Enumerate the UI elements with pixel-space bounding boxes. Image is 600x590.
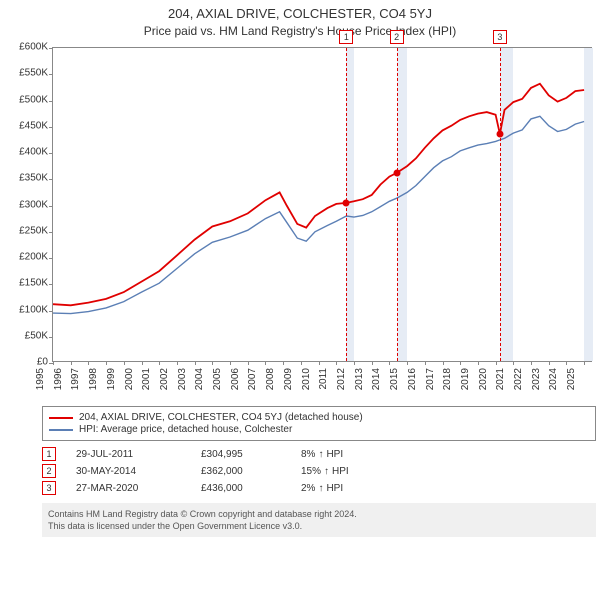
event-price: £436,000: [201, 483, 281, 494]
event-pct: 2%↑HPI: [301, 483, 343, 494]
attribution-line: This data is licensed under the Open Gov…: [48, 520, 590, 532]
chart-area: £0 £50K £100K £150K £200K £250K £300K £350K £400…: [0, 42, 600, 402]
y-axis-label: £0: [0, 357, 48, 368]
legend-swatch: [49, 417, 73, 419]
y-axis-label: £250K: [0, 225, 48, 236]
y-axis-label: £600K: [0, 42, 48, 53]
events-table: 1 29-JUL-2011 £304,995 8%↑HPI 2 30-MAY-2014 £3…: [42, 447, 596, 495]
chart-title: 204, AXIAL DRIVE, COLCHESTER, CO4 5YJ: [0, 6, 600, 21]
y-axis-label: £350K: [0, 173, 48, 184]
arrow-up-icon: ↑: [318, 483, 323, 494]
event-dot: [393, 169, 400, 176]
event-row-badge: 3: [42, 481, 56, 495]
event-price: £304,995: [201, 449, 281, 460]
y-axis-label: £200K: [0, 252, 48, 263]
event-pct: 15%↑HPI: [301, 466, 349, 477]
event-dot: [496, 131, 503, 138]
event-date: 27-MAR-2020: [76, 483, 181, 494]
chart-subtitle: Price paid vs. HM Land Registry's House …: [0, 24, 600, 38]
y-axis-label: £100K: [0, 304, 48, 315]
legend-swatch: [49, 429, 73, 431]
event-vline: [500, 48, 501, 361]
event-price: £362,000: [201, 466, 281, 477]
y-axis-label: £400K: [0, 147, 48, 158]
legend-label: 204, AXIAL DRIVE, COLCHESTER, CO4 5YJ (d…: [79, 412, 363, 423]
event-row-badge: 1: [42, 447, 56, 461]
event-pct: 8%↑HPI: [301, 449, 343, 460]
event-date: 29-JUL-2011: [76, 449, 181, 460]
legend-row: HPI: Average price, detached house, Colc…: [49, 424, 589, 435]
title-area: 204, AXIAL DRIVE, COLCHESTER, CO4 5YJ Pr…: [0, 0, 600, 42]
x-axis-label: 2025: [566, 368, 600, 390]
event-badge: 2: [390, 30, 404, 44]
y-axis-label: £450K: [0, 120, 48, 131]
series-hpi: [53, 116, 584, 313]
y-axis-label: £50K: [0, 330, 48, 341]
legend-row: 204, AXIAL DRIVE, COLCHESTER, CO4 5YJ (d…: [49, 412, 589, 423]
series-price_paid: [53, 84, 584, 306]
y-axis-label: £550K: [0, 68, 48, 79]
legend-label: HPI: Average price, detached house, Colc…: [79, 424, 292, 435]
event-row: 2 30-MAY-2014 £362,000 15%↑HPI: [42, 464, 596, 478]
y-axis-label: £150K: [0, 278, 48, 289]
attribution-line: Contains HM Land Registry data © Crown c…: [48, 508, 590, 520]
y-axis-label: £500K: [0, 94, 48, 105]
arrow-up-icon: ↑: [318, 449, 323, 460]
event-row: 1 29-JUL-2011 £304,995 8%↑HPI: [42, 447, 596, 461]
event-badge: 1: [339, 30, 353, 44]
attribution-box: Contains HM Land Registry data © Crown c…: [42, 503, 596, 537]
event-dot: [343, 199, 350, 206]
chart-container: 204, AXIAL DRIVE, COLCHESTER, CO4 5YJ Pr…: [0, 0, 600, 537]
line-series: [53, 48, 593, 363]
event-vline: [397, 48, 398, 361]
event-row: 3 27-MAR-2020 £436,000 2%↑HPI: [42, 481, 596, 495]
event-row-badge: 2: [42, 464, 56, 478]
y-axis-label: £300K: [0, 199, 48, 210]
arrow-up-icon: ↑: [324, 466, 329, 477]
event-badge: 3: [493, 30, 507, 44]
plot-region: 123: [52, 47, 592, 362]
legend: 204, AXIAL DRIVE, COLCHESTER, CO4 5YJ (d…: [42, 406, 596, 441]
event-date: 30-MAY-2014: [76, 466, 181, 477]
